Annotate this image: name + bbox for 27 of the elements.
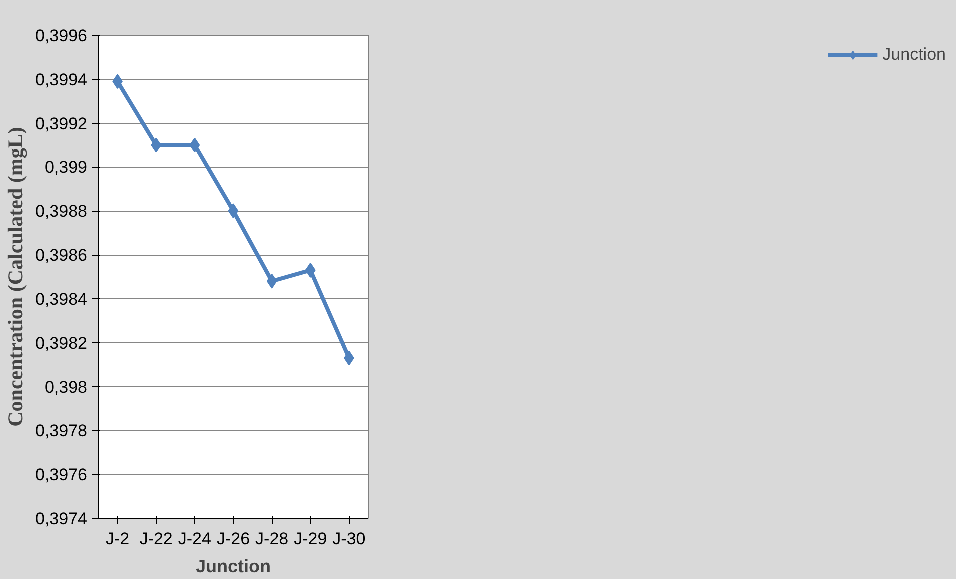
y-tick-label: 0,3988 bbox=[36, 202, 88, 222]
y-tick-label: 0,3992 bbox=[36, 114, 88, 134]
point bbox=[190, 138, 200, 153]
y-axis-title: Concentration (Calculated (mgL) bbox=[4, 127, 28, 427]
x-tick-label: J-30 bbox=[332, 530, 366, 548]
point bbox=[228, 204, 239, 219]
y-tick-label: 0,3978 bbox=[36, 422, 88, 441]
y-tick-label: 0,398 bbox=[44, 378, 88, 397]
y-tick-label: 0,3976 bbox=[36, 466, 88, 485]
legend-label: Junction bbox=[882, 45, 946, 65]
y-tick-label: 0,3984 bbox=[36, 290, 88, 309]
x-tick-label: J-26 bbox=[216, 530, 250, 548]
point bbox=[305, 262, 316, 278]
x-tick-label: J-22 bbox=[140, 530, 173, 548]
x-axis-title: Junction bbox=[196, 556, 271, 576]
y-tick-label: 0,3974 bbox=[36, 510, 88, 528]
y-tick-label: 0,3996 bbox=[36, 26, 88, 46]
x-tick-label: J-2 bbox=[106, 530, 130, 548]
x-tick-label: J-24 bbox=[178, 530, 212, 548]
x-tick-label: J-28 bbox=[256, 530, 289, 548]
y-tick-label: 0,3986 bbox=[36, 246, 88, 266]
x-tick-label: J-29 bbox=[294, 530, 328, 548]
point bbox=[266, 274, 278, 289]
y-tick-label: 0,3994 bbox=[36, 70, 88, 90]
point bbox=[151, 138, 162, 153]
y-tick-label: 0,399 bbox=[44, 158, 88, 178]
y-tick-label: 0,3982 bbox=[36, 334, 88, 353]
